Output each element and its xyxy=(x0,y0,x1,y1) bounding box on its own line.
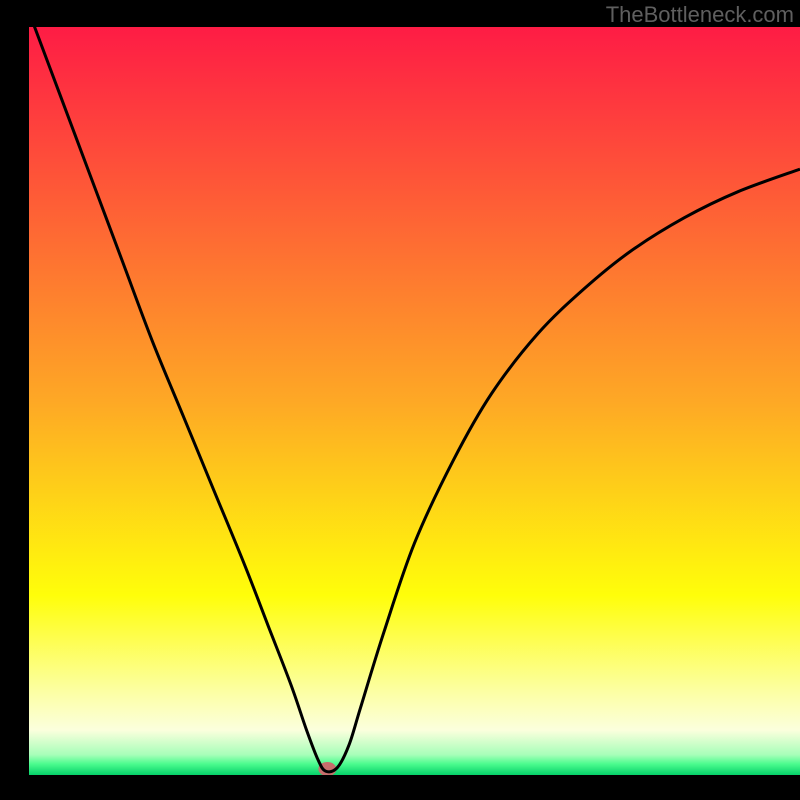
bottleneck-chart xyxy=(0,0,800,800)
watermark-text: TheBottleneck.com xyxy=(606,2,794,28)
plot-background xyxy=(29,27,800,775)
chart-container: TheBottleneck.com xyxy=(0,0,800,800)
